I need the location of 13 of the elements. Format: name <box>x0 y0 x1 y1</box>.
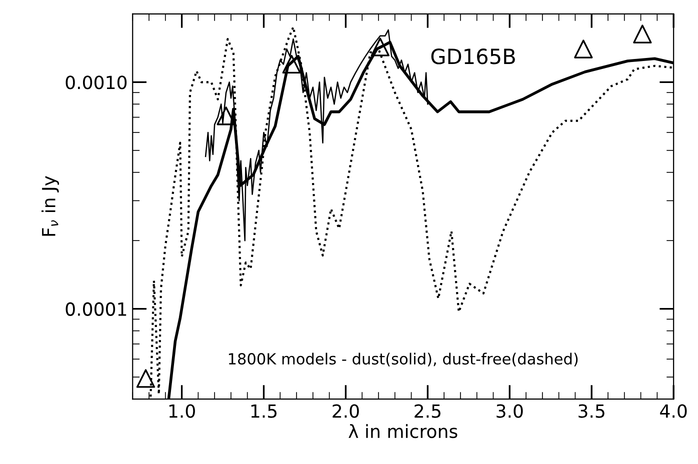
y-tick-label: 0.0001 <box>66 302 126 316</box>
x-tick-label: 1.5 <box>251 404 277 418</box>
x-tick-label: 1.0 <box>169 404 195 418</box>
annotation: 1800K models - dust(solid), dust-free(dashed) <box>228 352 578 366</box>
y-tick-label: 0.0010 <box>66 76 127 90</box>
x-tick-label: 2.5 <box>414 404 440 418</box>
x-tick-label: 4.0 <box>660 404 687 418</box>
x-tick-label: 3.0 <box>496 404 523 418</box>
x-tick-label: 2.0 <box>332 404 359 418</box>
annotation: GD165B <box>431 48 515 64</box>
x-tick-label: 3.5 <box>578 404 604 418</box>
y-axis-title: F$_{ν}$ in Jy <box>42 176 59 236</box>
x-axis-title: λ in microns <box>348 424 458 438</box>
